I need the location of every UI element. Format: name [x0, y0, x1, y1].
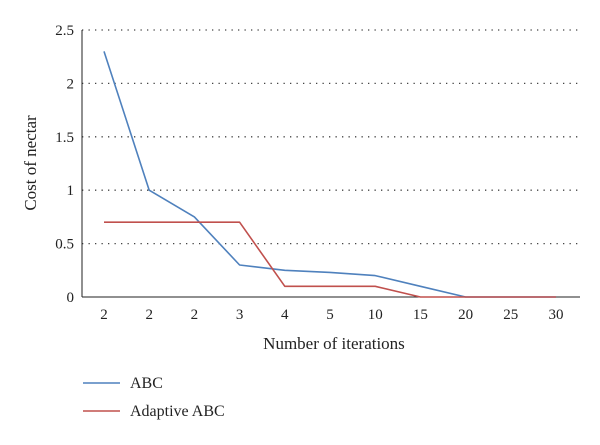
x-tick-labels: 2 2 2 3 4 5 10 15 20 25 30 [100, 307, 563, 323]
legend-label: Adaptive ABC [130, 403, 225, 420]
x-tick-label: 5 [326, 307, 334, 323]
legend: ABC Adaptive ABC [83, 375, 225, 420]
x-axis-title: Number of iterations [263, 334, 405, 353]
y-tick-label: 0 [67, 290, 75, 306]
series-line-adaptive-abc [104, 221, 556, 298]
y-tick-label: 1 [67, 183, 75, 199]
y-tick-label: 2.5 [55, 23, 74, 39]
series-line-abc [103, 51, 556, 298]
series-lines [103, 51, 556, 298]
x-tick-label: 4 [281, 307, 289, 323]
y-axis-title: Cost of nectar [21, 115, 40, 211]
y-tick-labels: 0 0.5 1 1.5 2 2.5 [55, 23, 74, 306]
x-tick-label: 10 [368, 307, 383, 323]
x-tick-label: 25 [503, 307, 518, 323]
x-tick-label: 2 [100, 307, 108, 323]
x-tick-label: 3 [236, 307, 244, 323]
x-tick-label: 2 [145, 307, 153, 323]
y-tick-label: 0.5 [55, 237, 74, 253]
x-tick-label: 20 [458, 307, 473, 323]
x-tick-label: 30 [549, 307, 564, 323]
grid-lines [82, 29, 580, 245]
x-tick-label: 15 [413, 307, 428, 323]
x-tick-label: 2 [191, 307, 199, 323]
y-tick-label: 2 [67, 76, 75, 92]
axes [81, 30, 580, 298]
y-tick-label: 1.5 [55, 130, 74, 146]
legend-label: ABC [130, 375, 163, 392]
